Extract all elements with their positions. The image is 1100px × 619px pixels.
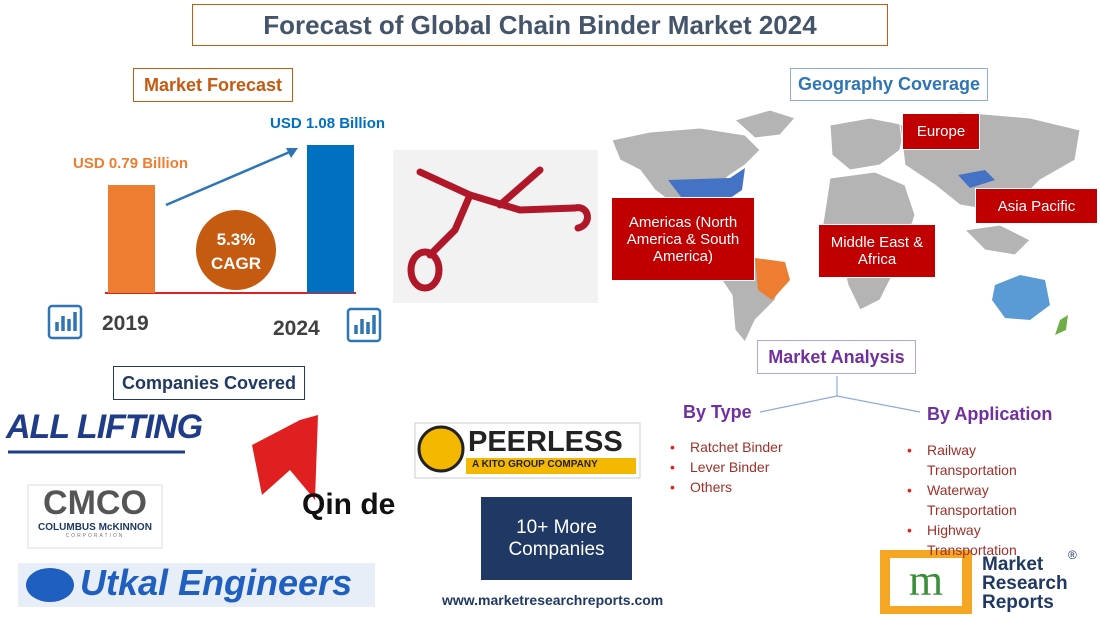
companies-heading: Companies Covered xyxy=(113,366,305,400)
type-list: Ratchet BinderLever BinderOthers xyxy=(668,437,818,497)
australia xyxy=(992,275,1050,320)
mrr-letter: m xyxy=(909,556,943,605)
chain-binder xyxy=(407,166,591,292)
cagr-value: 5.3% xyxy=(216,230,256,249)
cmco-mark: CMCO xyxy=(43,484,147,522)
list-item: Waterway Transportation xyxy=(905,480,1057,520)
application-list: Railway TransportationWaterway Transport… xyxy=(905,440,1085,560)
growth-arrow xyxy=(165,149,293,207)
analysis-heading: Market Analysis xyxy=(757,340,916,374)
region: Europe xyxy=(902,113,980,150)
year-label: 2024 xyxy=(273,317,320,340)
cagr-circle xyxy=(196,210,276,290)
mongolia-highlight xyxy=(958,170,995,188)
more-companies: 10+ More Companies xyxy=(481,497,632,580)
brand-line: Research xyxy=(982,573,1068,594)
utkal-frame xyxy=(18,563,375,607)
peerless-mark xyxy=(417,425,465,473)
arrow-head xyxy=(286,148,298,158)
cmco-frame xyxy=(27,484,163,549)
bar xyxy=(307,145,354,293)
list-item: Highway Transportation xyxy=(905,520,1057,560)
region: Asia Pacific xyxy=(975,188,1098,224)
website[interactable]: www.marketresearchreports.com xyxy=(442,592,664,608)
logo-cmco: CMCO COLUMBUS McKINNON CORPORATION xyxy=(30,484,160,539)
bar-label: USD 1.08 Billion xyxy=(270,115,386,133)
bar-label: USD 0.79 Billion xyxy=(73,154,189,172)
brand-mark: ® xyxy=(1068,548,1077,562)
mrr-mark-inner xyxy=(890,558,962,606)
qinde-mark xyxy=(252,415,318,500)
application-heading: By Application xyxy=(927,404,1053,424)
cagr: 5.3% CAGR xyxy=(196,228,276,276)
logo-all-lifting: ALL LIFTING xyxy=(6,408,203,446)
list-item: Lever Binder xyxy=(668,457,818,477)
logo-utkal: Utkal Engineers xyxy=(80,562,353,603)
cmco-name: COLUMBUS McKINNON xyxy=(38,522,152,533)
brand-line: Market xyxy=(982,554,1044,575)
bar xyxy=(108,184,155,293)
year-label: 2019 xyxy=(102,312,149,335)
utkal-mark xyxy=(26,568,74,602)
title: Forecast of Global Chain Binder Market 2… xyxy=(192,4,888,46)
forecast-heading: Market Forecast xyxy=(133,68,293,102)
brand-line: Reports xyxy=(982,592,1054,613)
geography-heading: Geography Coverage xyxy=(790,68,988,101)
region: Middle East & Africa xyxy=(818,224,936,278)
brand: Market Research Reports xyxy=(982,555,1068,612)
list-item: Railway Transportation xyxy=(905,440,1057,480)
list-item: Others xyxy=(668,477,818,497)
logo-peerless: PEERLESS xyxy=(468,426,623,458)
cagr-label: CAGR xyxy=(210,254,262,273)
cmco-sub: CORPORATION xyxy=(65,533,125,539)
analysis-lines xyxy=(759,376,921,413)
region: Americas (North America & South America) xyxy=(611,197,755,281)
usa-highlight xyxy=(668,168,745,205)
type-heading: By Type xyxy=(683,402,752,422)
brazil-highlight xyxy=(755,258,790,300)
new-zealand xyxy=(1055,315,1068,335)
peerless-band xyxy=(466,458,636,474)
chart-icon xyxy=(47,304,382,343)
logo-qinde: Qin de xyxy=(302,488,396,521)
logo-peerless-sub: A KITO GROUP COMPANY xyxy=(472,459,598,470)
list-item: Ratchet Binder xyxy=(668,437,818,457)
